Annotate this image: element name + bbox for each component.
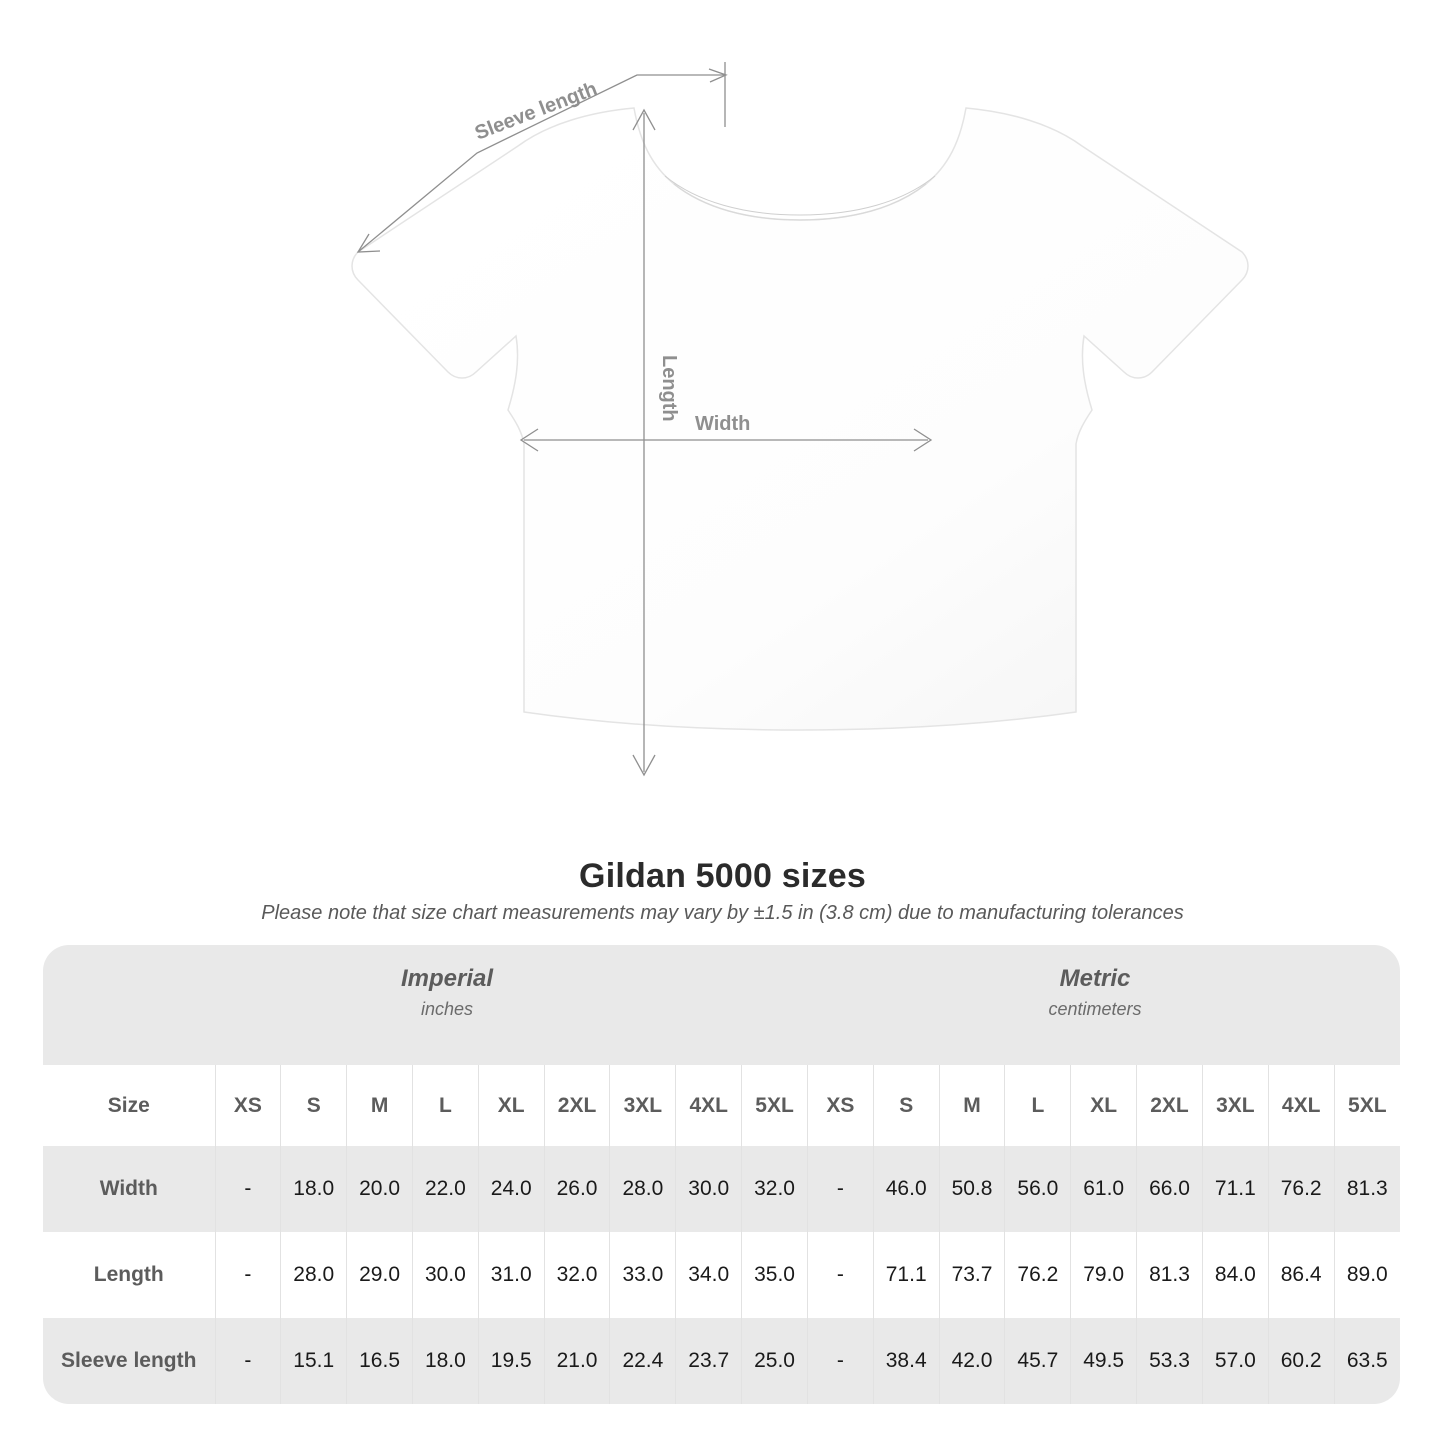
svg-text:Length: Length <box>658 355 680 422</box>
svg-text:Width: Width <box>695 413 750 435</box>
